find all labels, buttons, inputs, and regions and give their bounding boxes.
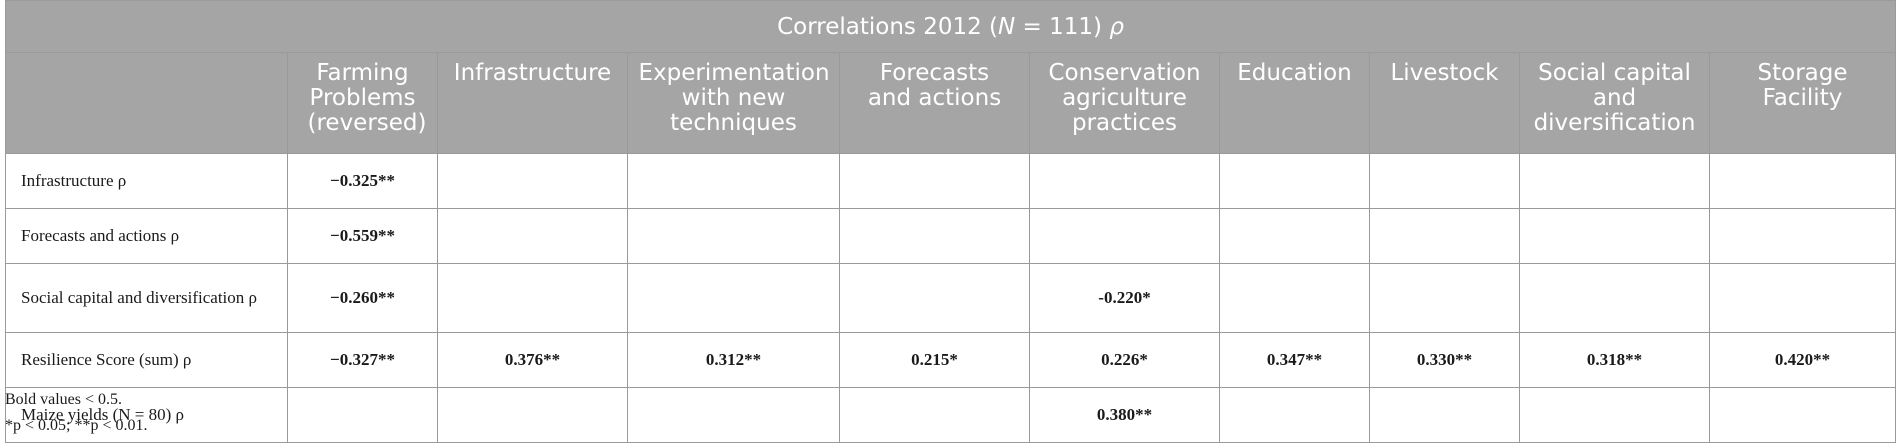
correlation-table: Correlations 2012 (N = 111) ρ Farming Pr… bbox=[4, 0, 1897, 443]
table-cell bbox=[437, 387, 628, 443]
table-row: Social capital and diversification ρ −0.… bbox=[5, 263, 1897, 333]
table-cell bbox=[839, 153, 1030, 209]
row-label: Infrastructure ρ bbox=[5, 153, 288, 209]
column-header-conservation: Conservation agriculture practices bbox=[1029, 52, 1220, 154]
column-header-forecasts: Forecasts and actions bbox=[839, 52, 1030, 154]
table-cell bbox=[1219, 263, 1370, 333]
table-cell bbox=[1219, 153, 1370, 209]
table-cell bbox=[1029, 153, 1220, 209]
header-corner bbox=[5, 52, 288, 154]
correlation-table-container: Correlations 2012 (N = 111) ρ Farming Pr… bbox=[4, 0, 1897, 443]
table-cell: −0.327** bbox=[287, 332, 438, 388]
table-cell bbox=[1369, 153, 1520, 209]
table-cell bbox=[627, 263, 840, 333]
table-cell: 0.420** bbox=[1708, 332, 1897, 388]
table-cell bbox=[437, 263, 628, 333]
footnote-bold-values: Bold values < 0.5. bbox=[5, 391, 123, 408]
column-header-education: Education bbox=[1219, 52, 1370, 154]
column-header-social-capital: Social capital and diversification bbox=[1519, 52, 1710, 154]
row-label: Resilience Score (sum) ρ bbox=[5, 332, 288, 388]
table-cell bbox=[627, 153, 840, 209]
table-cell bbox=[839, 208, 1030, 264]
table-cell bbox=[1519, 263, 1710, 333]
table-cell bbox=[1519, 153, 1710, 209]
table-cell bbox=[437, 208, 628, 264]
row-label: Forecasts and actions ρ bbox=[5, 208, 288, 264]
table-cell: −0.325** bbox=[287, 153, 438, 209]
table-cell: 0.215* bbox=[839, 332, 1030, 388]
table-row: Maize yields (N = 80) ρ 0.380** bbox=[5, 387, 1897, 443]
table-cell bbox=[1708, 387, 1897, 443]
table-row: Infrastructure ρ −0.325** bbox=[5, 153, 1897, 209]
row-label: Maize yields (N = 80) ρ bbox=[5, 387, 288, 443]
table-cell: 0.380** bbox=[1029, 387, 1220, 443]
table-cell bbox=[1219, 387, 1370, 443]
table-cell bbox=[1708, 153, 1897, 209]
table-cell bbox=[1369, 208, 1520, 264]
table-row: Resilience Score (sum) ρ −0.327** 0.376*… bbox=[5, 332, 1897, 388]
table-cell bbox=[1519, 387, 1710, 443]
table-cell: 0.376** bbox=[437, 332, 628, 388]
table-cell bbox=[1369, 387, 1520, 443]
column-header-farming-problems: Farming Problems (reversed) bbox=[287, 52, 438, 154]
table-cell: -0.220* bbox=[1029, 263, 1220, 333]
table-title: Correlations 2012 (N = 111) ρ bbox=[4, 0, 1897, 53]
table-cell bbox=[1029, 208, 1220, 264]
table-cell: 0.312** bbox=[627, 332, 840, 388]
table-cell: −0.559** bbox=[287, 208, 438, 264]
table-cell bbox=[627, 208, 840, 264]
table-cell bbox=[839, 263, 1030, 333]
row-label: Social capital and diversification ρ bbox=[5, 263, 288, 333]
column-header-experimentation: Experimentation with new techniques bbox=[627, 52, 840, 154]
table-cell: −0.260** bbox=[287, 263, 438, 333]
table-cell bbox=[1519, 208, 1710, 264]
table-cell bbox=[627, 387, 840, 443]
table-cell: 0.226* bbox=[1029, 332, 1220, 388]
table-row: Forecasts and actions ρ −0.559** bbox=[5, 208, 1897, 264]
column-header-livestock: Livestock bbox=[1369, 52, 1520, 154]
table-cell bbox=[437, 153, 628, 209]
table-cell bbox=[839, 387, 1030, 443]
table-cell: 0.347** bbox=[1219, 332, 1370, 388]
table-cell bbox=[1708, 208, 1897, 264]
table-cell bbox=[1219, 208, 1370, 264]
column-header-infrastructure: Infrastructure bbox=[437, 52, 628, 154]
footnote-significance: *p < 0.05; **p < 0.01. bbox=[5, 417, 148, 434]
table-cell bbox=[287, 387, 438, 443]
table-cell bbox=[1708, 263, 1897, 333]
table-cell: 0.318** bbox=[1519, 332, 1710, 388]
table-cell bbox=[1369, 263, 1520, 333]
column-header-storage: Storage Facility bbox=[1708, 52, 1897, 154]
table-cell: 0.330** bbox=[1369, 332, 1520, 388]
